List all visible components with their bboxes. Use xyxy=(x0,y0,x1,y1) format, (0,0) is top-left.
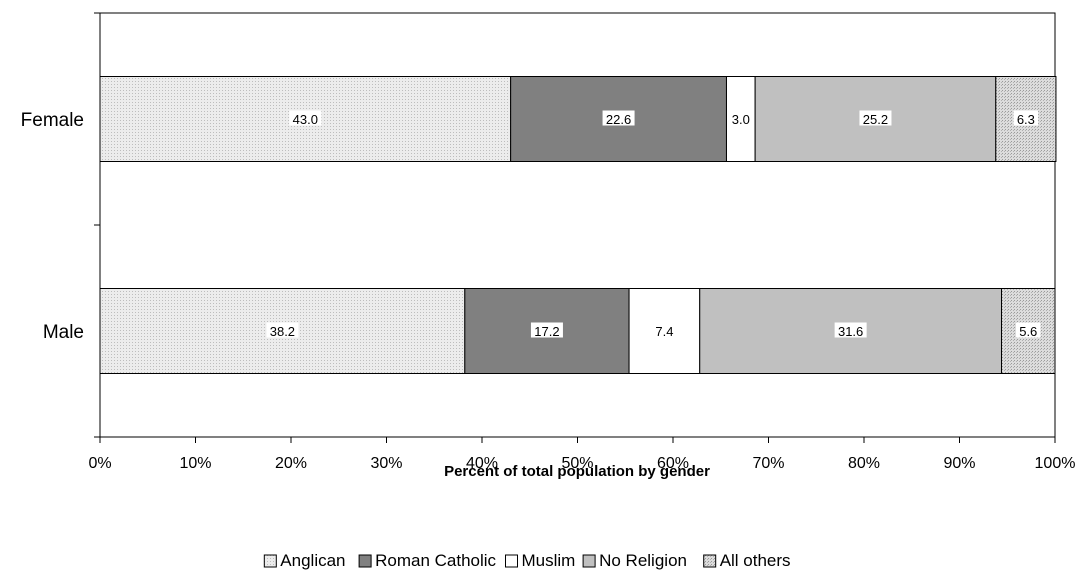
data-label-bg xyxy=(530,322,563,338)
x-tick-label: 20% xyxy=(275,455,307,472)
category-label-male: Male xyxy=(43,322,84,343)
data-label-bg xyxy=(289,110,322,126)
legend-swatch-roman-catholic xyxy=(358,554,372,568)
data-label: 17.2 xyxy=(534,324,559,339)
legend-label-all-others: All others xyxy=(720,551,791,570)
data-label-bg xyxy=(652,322,677,338)
data-label-bg xyxy=(728,110,754,126)
data-label: 5.6 xyxy=(1019,324,1037,339)
data-label: 31.6 xyxy=(838,324,863,339)
category-label-female: Female xyxy=(21,110,84,131)
x-tick-label: 40% xyxy=(466,455,498,472)
data-label: 7.4 xyxy=(655,324,673,339)
x-tick-label: 50% xyxy=(561,455,593,472)
legend: Anglican Roman Catholic Muslim No Religion A… xyxy=(263,551,791,570)
x-tick-label: 30% xyxy=(370,455,402,472)
x-tick-label: 80% xyxy=(848,455,880,472)
data-label: 22.6 xyxy=(606,112,631,127)
data-label-bg xyxy=(1013,110,1039,126)
legend-swatch-no-religion xyxy=(582,554,596,568)
data-label-bg xyxy=(266,322,299,338)
x-tick-label: 100% xyxy=(1035,455,1076,472)
legend-label-anglican: Anglican xyxy=(280,551,345,570)
x-tick-label: 70% xyxy=(752,455,784,472)
data-label: 25.2 xyxy=(863,112,888,127)
data-label-bg xyxy=(859,110,892,126)
legend-swatch-muslim xyxy=(505,554,518,568)
data-label-bg xyxy=(834,322,867,338)
bars-group: 43.0 22.6 3.0 25.2 6.3 Female 38.2 17.2 7.4 31.6 5… xyxy=(21,76,1057,374)
data-label: 43.0 xyxy=(293,112,318,127)
legend-label-roman-catholic: Roman Catholic xyxy=(375,551,496,570)
x-tick-label: 0% xyxy=(88,455,111,472)
data-label: 38.2 xyxy=(270,324,295,339)
x-axis-title: Percent of total population by gender xyxy=(444,463,710,480)
x-tick-label: 60% xyxy=(657,455,689,472)
data-label: 6.3 xyxy=(1017,112,1035,127)
data-label: 3.0 xyxy=(732,112,750,127)
legend-swatch-all-others xyxy=(703,554,717,568)
x-tick-label: 90% xyxy=(943,455,975,472)
legend-label-no-religion: No Religion xyxy=(599,551,687,570)
data-label-bg xyxy=(602,110,635,126)
x-tick-label: 10% xyxy=(179,455,211,472)
axes-group: 0% 10% 20% 30% 40% 50% 60% 70% 80% 90% 100% xyxy=(88,12,1076,472)
legend-label-muslim: Muslim xyxy=(522,551,576,570)
legend-swatch-anglican xyxy=(263,554,277,568)
data-label-bg xyxy=(1016,322,1041,338)
